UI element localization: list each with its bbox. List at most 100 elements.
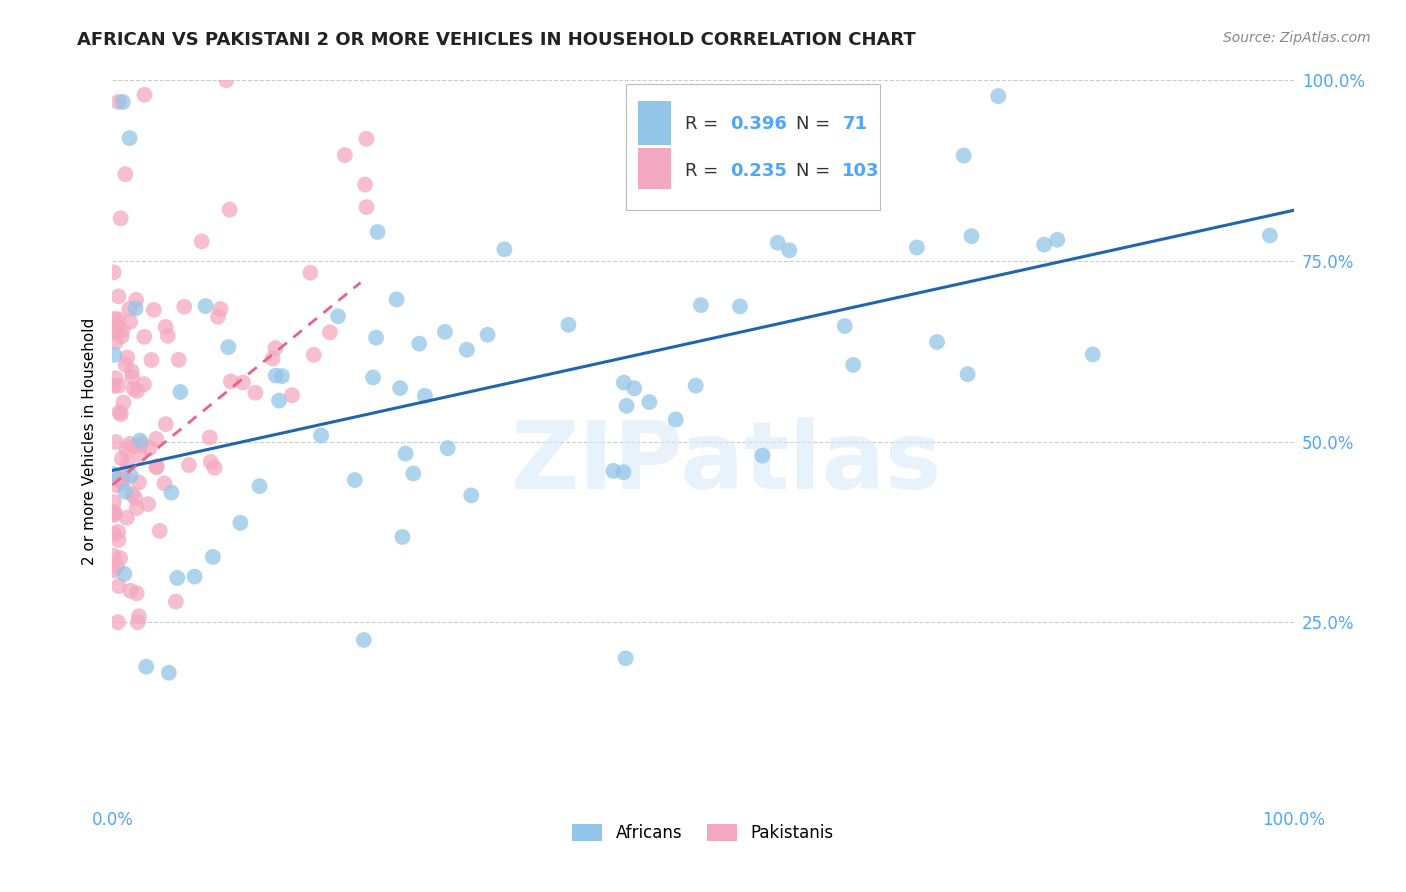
- Point: [124, 439, 146, 453]
- Point: [121, 370, 143, 384]
- Point: [132, 377, 155, 392]
- Point: [389, 381, 412, 395]
- Point: [333, 148, 356, 162]
- Point: [111, 472, 134, 486]
- Point: [115, 351, 138, 365]
- Legend: Africans, Pakistanis: Africans, Pakistanis: [565, 817, 841, 848]
- Point: [104, 335, 127, 350]
- Point: [477, 327, 499, 342]
- Point: [105, 559, 128, 574]
- Point: [112, 468, 135, 483]
- Text: R =: R =: [685, 161, 724, 179]
- Text: 103: 103: [842, 161, 880, 179]
- Point: [262, 351, 284, 366]
- Point: [127, 615, 149, 630]
- Point: [103, 549, 125, 563]
- Point: [834, 319, 856, 334]
- Text: N =: N =: [796, 161, 837, 179]
- Point: [494, 243, 516, 257]
- Point: [232, 376, 254, 390]
- Point: [264, 368, 287, 383]
- Point: [460, 488, 482, 502]
- Point: [183, 569, 205, 583]
- Point: [107, 579, 129, 593]
- Point: [118, 437, 141, 451]
- Point: [112, 566, 135, 581]
- Point: [751, 449, 773, 463]
- Point: [166, 571, 188, 585]
- Point: [456, 343, 478, 357]
- Point: [302, 348, 325, 362]
- Text: 0.235: 0.235: [730, 161, 787, 179]
- Point: [111, 475, 134, 490]
- Point: [107, 524, 129, 539]
- Point: [110, 329, 132, 343]
- Point: [103, 325, 125, 339]
- Point: [956, 368, 979, 382]
- Point: [103, 563, 125, 577]
- Point: [638, 395, 661, 409]
- Point: [207, 310, 229, 324]
- Point: [613, 376, 636, 390]
- Point: [111, 324, 134, 338]
- Point: [204, 461, 226, 475]
- Text: AFRICAN VS PAKISTANI 2 OR MORE VEHICLES IN HOUSEHOLD CORRELATION CHART: AFRICAN VS PAKISTANI 2 OR MORE VEHICLES …: [77, 31, 917, 49]
- Point: [155, 320, 177, 334]
- Point: [131, 437, 153, 451]
- Point: [952, 148, 974, 162]
- Point: [925, 334, 948, 349]
- Point: [125, 586, 148, 600]
- Point: [356, 132, 378, 146]
- Point: [249, 479, 271, 493]
- Point: [104, 478, 127, 492]
- Point: [121, 487, 143, 501]
- Point: [354, 178, 377, 192]
- Point: [128, 475, 150, 490]
- Point: [436, 441, 458, 455]
- Point: [141, 353, 163, 368]
- Point: [111, 95, 134, 109]
- Point: [264, 341, 287, 355]
- Point: [361, 370, 384, 384]
- Point: [200, 455, 222, 469]
- Point: [557, 318, 579, 332]
- Point: [118, 131, 141, 145]
- Text: 71: 71: [842, 115, 868, 133]
- Text: 0.396: 0.396: [730, 115, 787, 133]
- Point: [103, 467, 125, 482]
- Point: [145, 460, 167, 475]
- Point: [1033, 237, 1056, 252]
- Point: [108, 405, 131, 419]
- Point: [104, 507, 127, 521]
- Point: [614, 651, 637, 665]
- Point: [120, 468, 142, 483]
- Point: [110, 407, 132, 421]
- Point: [343, 473, 366, 487]
- Point: [103, 265, 125, 279]
- Point: [117, 456, 139, 470]
- Point: [177, 458, 200, 472]
- Point: [160, 485, 183, 500]
- Point: [616, 399, 638, 413]
- Text: R =: R =: [685, 115, 724, 133]
- Point: [112, 395, 135, 409]
- Point: [309, 428, 332, 442]
- Point: [391, 530, 413, 544]
- Point: [413, 389, 436, 403]
- Point: [121, 364, 143, 378]
- Point: [326, 310, 349, 324]
- Point: [103, 526, 125, 541]
- Point: [219, 375, 242, 389]
- Point: [128, 448, 150, 462]
- Point: [665, 412, 688, 426]
- Point: [173, 300, 195, 314]
- Point: [124, 301, 146, 316]
- Point: [107, 312, 129, 326]
- Point: [110, 211, 132, 226]
- Point: [115, 442, 138, 457]
- Point: [120, 315, 142, 329]
- Point: [353, 632, 375, 647]
- Point: [356, 200, 378, 214]
- Point: [215, 73, 238, 87]
- Point: [153, 476, 176, 491]
